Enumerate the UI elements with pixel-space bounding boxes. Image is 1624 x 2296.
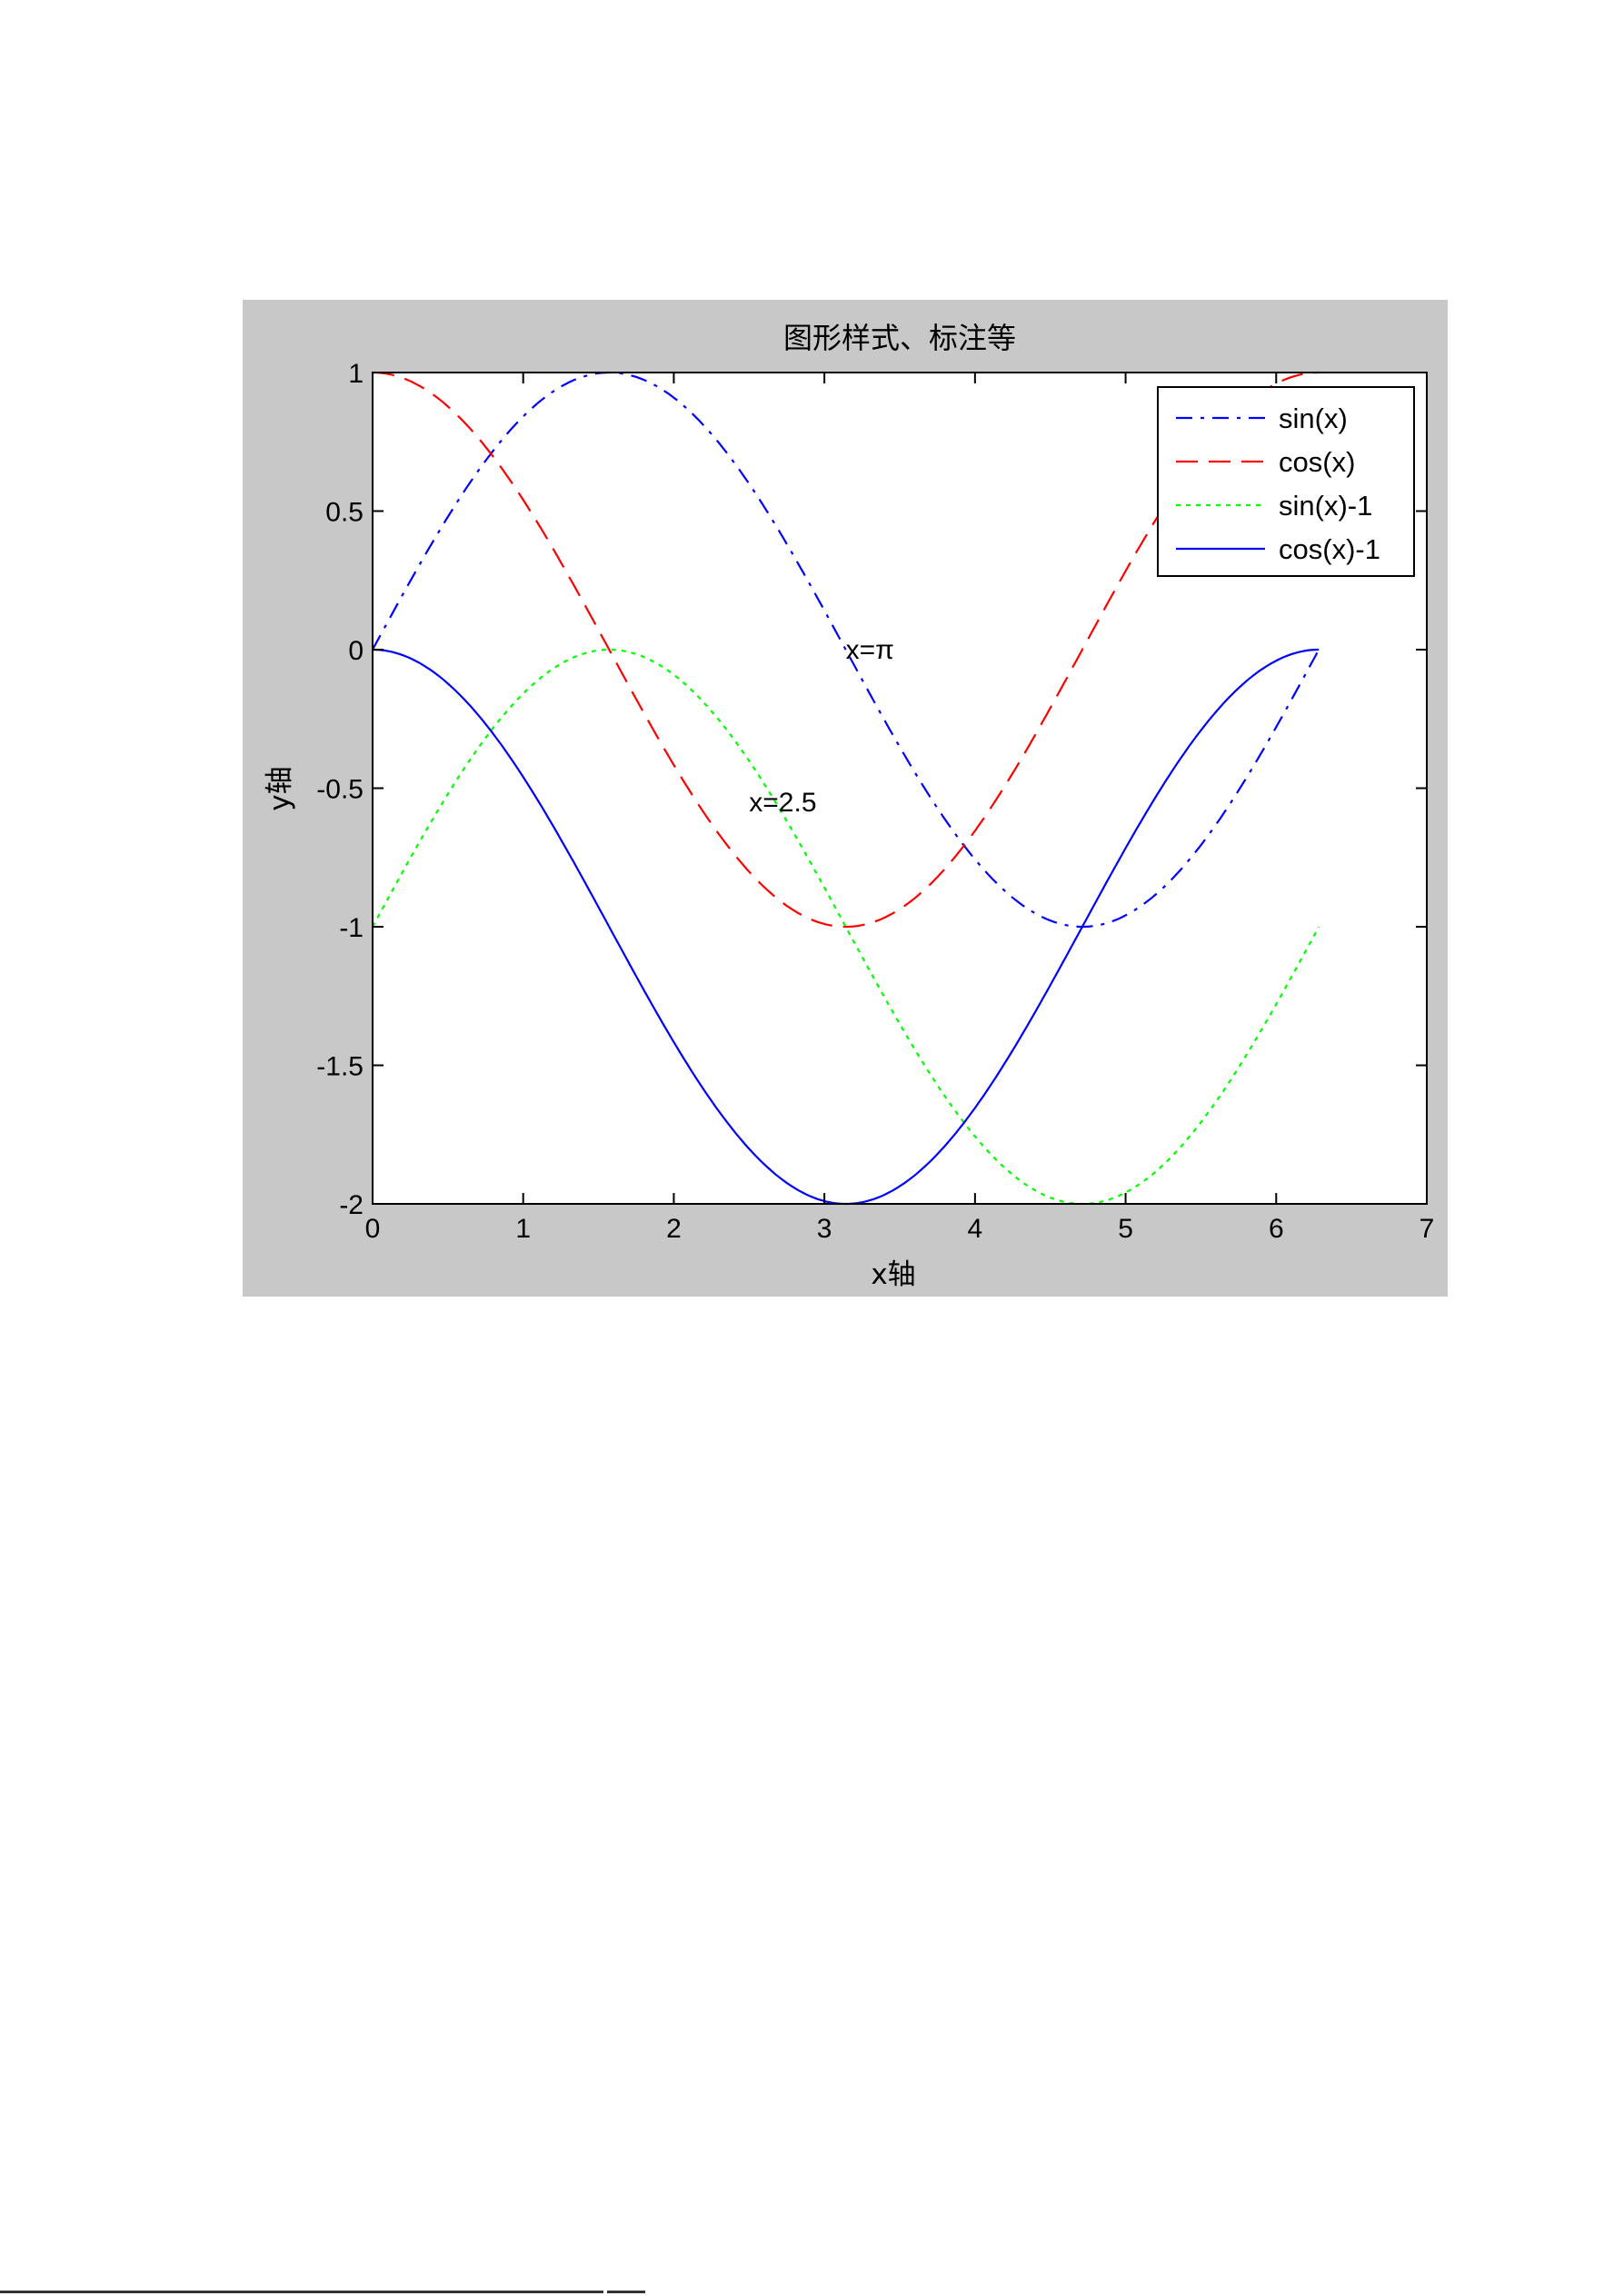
y-tick-label: -0.5 xyxy=(316,775,364,805)
y-tick-label: -1.5 xyxy=(316,1052,364,1082)
x-tick-label: 3 xyxy=(817,1214,832,1244)
legend-label: cos(x) xyxy=(1279,446,1355,478)
y-tick-label: 1 xyxy=(348,359,364,389)
x-tick-label: 7 xyxy=(1420,1214,1435,1244)
series-line-0 xyxy=(372,371,1320,929)
chart-title: 图形样式、标注等 xyxy=(783,321,1016,355)
x-axis-label: x轴 xyxy=(871,1258,915,1291)
annotation-label: x=π xyxy=(846,635,894,665)
legend: sin(x) cos(x) sin(x)-1 cos(x)-1 xyxy=(1157,386,1415,577)
x-tick-label: 5 xyxy=(1118,1214,1133,1244)
x-tick-label: 2 xyxy=(666,1214,682,1244)
annotations-layer: x=π x=2.5 xyxy=(749,635,894,818)
y-tick-label: 0.5 xyxy=(325,498,364,528)
x-tick-label: 4 xyxy=(968,1214,983,1244)
y-tick-label: -2 xyxy=(339,1190,364,1220)
x-tick-label: 1 xyxy=(515,1214,531,1244)
legend-label: sin(x) xyxy=(1279,403,1348,434)
series-line-2 xyxy=(372,648,1320,1206)
footer-rule-right xyxy=(607,2291,645,2293)
ticks-layer: 0 1 2 3 4 5 6 7 1 0.5 0 -0.5 -1 -1.5 -2 xyxy=(316,359,1434,1244)
y-tick-label: -1 xyxy=(339,913,364,943)
legend-label: sin(x)-1 xyxy=(1279,490,1372,522)
annotation-label: x=2.5 xyxy=(749,788,816,818)
y-axis-label: y轴 xyxy=(264,766,296,810)
legend-label: cos(x)-1 xyxy=(1279,533,1380,565)
x-tick-label: 0 xyxy=(365,1214,381,1244)
x-tick-label: 6 xyxy=(1269,1214,1284,1244)
footer-rule-left xyxy=(0,2291,603,2293)
y-tick-label: 0 xyxy=(348,636,364,666)
